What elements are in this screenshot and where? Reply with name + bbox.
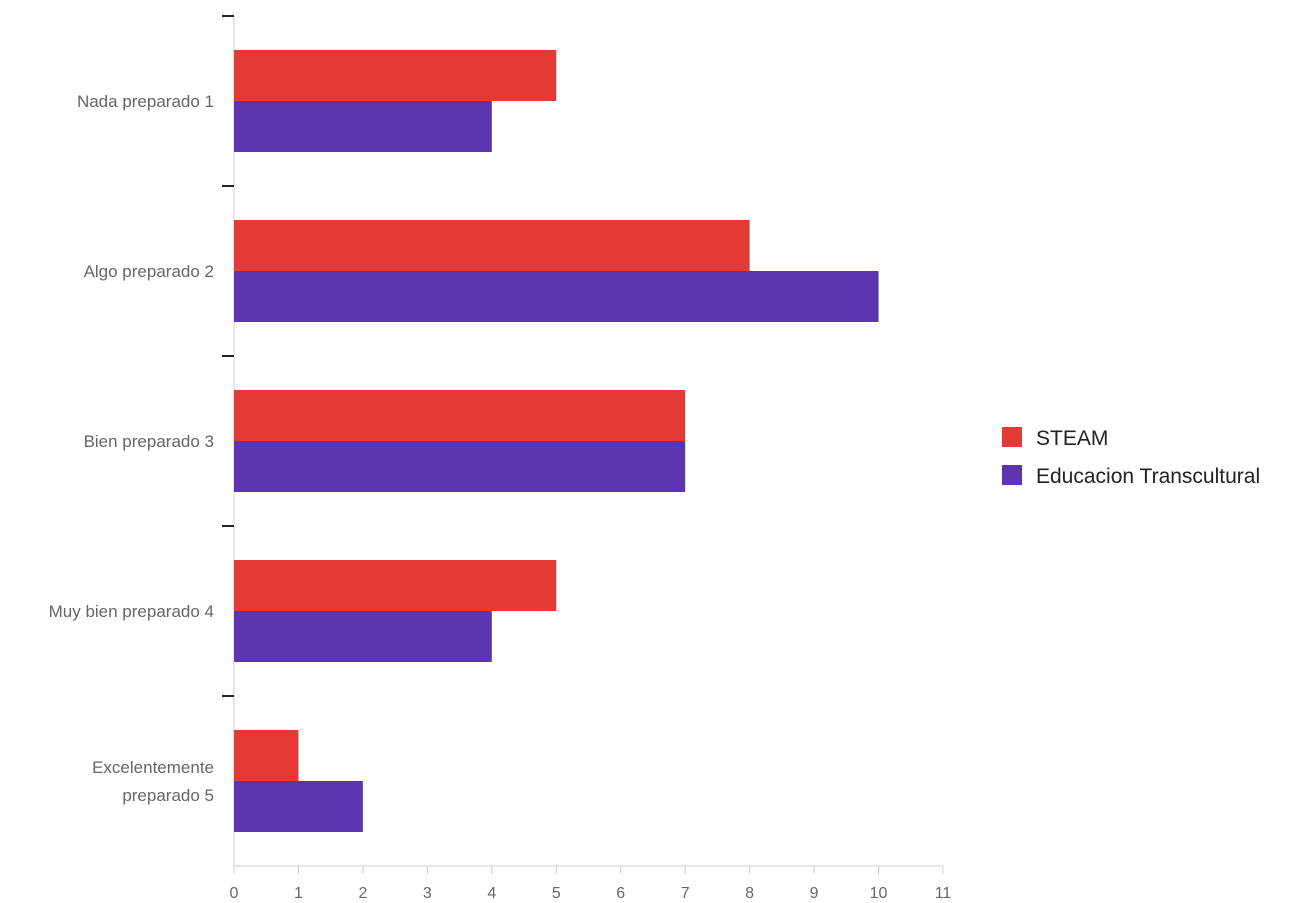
bar-steam <box>234 730 299 781</box>
legend-swatch <box>1002 427 1022 447</box>
category-label: Muy bien preparado 4 <box>49 602 214 621</box>
legend-label: STEAM <box>1036 427 1108 450</box>
x-tick-label: 6 <box>616 885 625 902</box>
legend-label: Educacion Transcultural <box>1036 465 1260 488</box>
bar-educacion-transcultural <box>234 441 686 492</box>
legend: STEAM Educacion Transcultural <box>1002 427 1260 488</box>
x-tick-label: 10 <box>870 885 888 902</box>
category-label: Nada preparado 1 <box>77 92 214 111</box>
x-tick-label: 5 <box>552 885 561 902</box>
bar-educacion-transcultural <box>234 101 492 152</box>
x-tick-label: 3 <box>423 885 432 902</box>
x-tick-label: 2 <box>358 885 367 902</box>
bar-steam <box>234 220 750 271</box>
x-tick-label: 11 <box>935 885 952 902</box>
x-tick-label: 1 <box>294 885 303 902</box>
bar-educacion-transcultural <box>234 611 492 662</box>
category-label: Bien preparado 3 <box>84 432 214 451</box>
bar-educacion-transcultural <box>234 271 879 322</box>
bar-steam <box>234 560 557 611</box>
bar-steam <box>234 390 686 441</box>
legend-swatch <box>1002 465 1022 485</box>
x-tick-label: 9 <box>810 885 819 902</box>
category-label: Excelentemente <box>92 758 214 777</box>
plot-area: Nada preparado 1 Algo preparado 2 Bien pre… <box>49 15 952 902</box>
bar-steam <box>234 50 557 101</box>
x-tick-label: 8 <box>745 885 754 902</box>
category-label: Algo preparado 2 <box>84 262 214 281</box>
x-tick-label: 4 <box>487 885 496 902</box>
x-tick-label: 0 <box>230 885 239 902</box>
bar-educacion-transcultural <box>234 781 363 832</box>
category-label: preparado 5 <box>122 786 214 805</box>
x-tick-label: 7 <box>681 885 690 902</box>
